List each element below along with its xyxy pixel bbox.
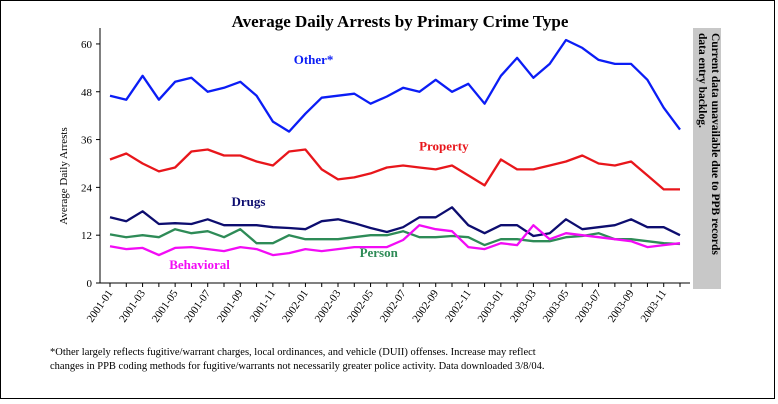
x-tick-label: 2003-07	[573, 287, 604, 324]
x-tick-label: 2003-01	[475, 288, 506, 325]
series-line-other	[109, 38, 681, 133]
y-tick-label: 60	[81, 39, 93, 51]
y-tick-label: 24	[81, 182, 93, 194]
line-chart: Average Daily Arrests by Primary Crime T…	[58, 12, 721, 325]
x-tick-label: 2002-11	[443, 288, 474, 325]
x-tick-label: 2003-11	[639, 288, 670, 325]
series-label-property: Property	[419, 138, 469, 153]
y-tick-label: 36	[81, 135, 93, 147]
x-tick-label: 2003-09	[606, 287, 637, 324]
x-tick-label: 2001-09	[215, 287, 246, 324]
x-tick-label: 2002-07	[378, 287, 409, 324]
x-tick-label: 2002-05	[345, 287, 376, 324]
series-label-other: Other*	[294, 52, 334, 67]
series-line-behavioral	[109, 224, 681, 257]
series-line-property	[109, 148, 680, 191]
data-unavailable-note: Current data unavailable due to PPB reco…	[693, 28, 721, 289]
x-tick-label: 2002-01	[280, 288, 311, 325]
x-tick-label: 2003-03	[508, 287, 539, 324]
y-tick-label: 48	[81, 87, 93, 99]
footnote-line-1: *Other largely reflects fugitive/warrant…	[50, 347, 536, 358]
y-axis-label: Average Daily Arrests	[58, 127, 70, 225]
data-unavailable-note-line1: Current data unavailable due to PPB reco…	[709, 33, 721, 255]
chart-title: Average Daily Arrests by Primary Crime T…	[232, 12, 569, 31]
x-tick-label: 2001-01	[85, 288, 116, 325]
x-tick-label: 2002-03	[313, 287, 344, 324]
y-tick-label: 0	[87, 278, 93, 290]
x-tick-label: 2001-07	[182, 287, 213, 324]
series-label-drugs: Drugs	[231, 194, 265, 209]
x-tick-label: 2003-05	[541, 287, 572, 324]
series-line-drugs	[109, 206, 681, 238]
footnote: *Other largely reflects fugitive/warrant…	[50, 346, 762, 374]
footnote-line-2: changes in PPB coding methods for fugiti…	[50, 361, 545, 372]
y-tick-label: 12	[81, 230, 92, 242]
x-tick-label: 2001-05	[150, 287, 181, 324]
x-tick-label: 2002-09	[410, 287, 441, 324]
x-tick-label: 2001-03	[117, 287, 148, 324]
data-unavailable-shade	[693, 28, 721, 289]
series-label-behavioral: Behavioral	[169, 257, 230, 272]
x-tick-label: 2001-11	[248, 288, 279, 325]
series-label-person: Person	[360, 245, 399, 260]
data-unavailable-note-line2: data entry backlog.	[696, 33, 708, 128]
